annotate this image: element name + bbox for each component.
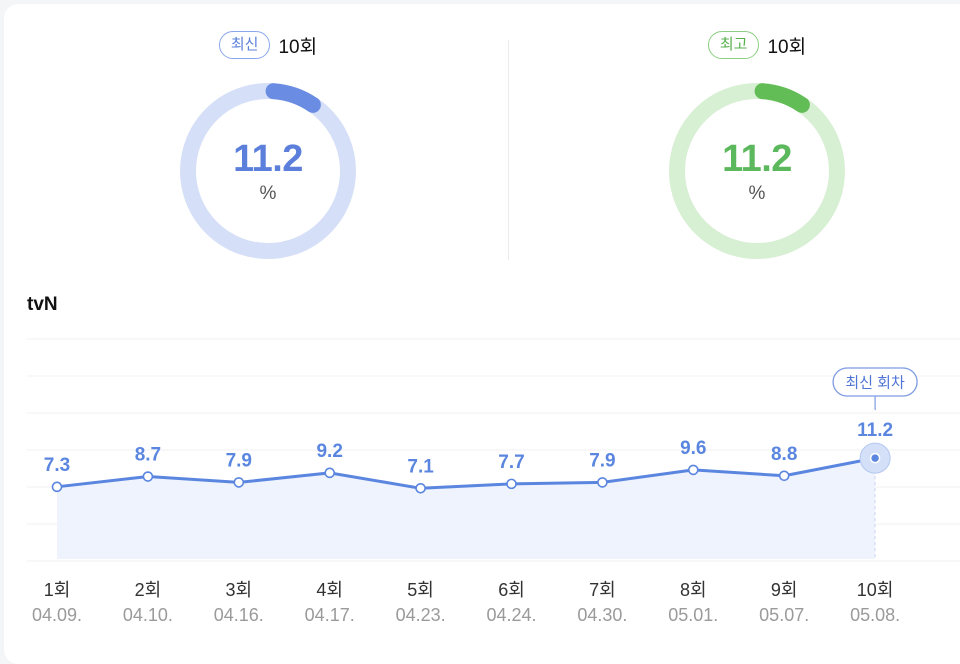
latest-episode-callout: [832, 367, 918, 397]
latest-rating-value: 11.2: [233, 138, 303, 180]
data-point: [597, 477, 608, 488]
best-gauge-arc: [754, 83, 810, 113]
x-tick-date: 04.16.: [214, 605, 264, 625]
best-rating-header: 최고 10회: [637, 30, 877, 60]
latest-badge: 최신: [218, 31, 271, 59]
data-label: 8.7: [135, 445, 161, 466]
x-tick-episode: 3회: [226, 580, 253, 600]
best-rating-value: 11.2: [722, 138, 792, 180]
x-tick-date: 04.10.: [123, 605, 173, 625]
data-point: [415, 482, 426, 494]
data-point: [51, 481, 63, 493]
data-label: 7.3: [44, 455, 70, 476]
x-tick-episode: 5회: [407, 580, 434, 600]
data-point: [778, 470, 790, 482]
data-label: 9.2: [316, 441, 342, 462]
x-tick-episode: 7회: [589, 580, 616, 600]
x-tick-episode: 2회: [135, 580, 162, 600]
panel-divider: [508, 40, 509, 260]
data-point: [142, 471, 154, 482]
best-rating-unit: %: [748, 183, 766, 204]
latest-rating-panel: 최신 10회 11.2 %: [148, 0, 388, 270]
x-tick-date: 04.17.: [305, 605, 355, 625]
x-tick-episode: 1회: [44, 580, 71, 600]
data-label: 11.2: [857, 420, 893, 441]
x-tick-date: 05.08.: [850, 605, 900, 625]
data-point: [869, 452, 881, 464]
x-tick-date: 04.23.: [396, 605, 446, 625]
x-tick-episode: 4회: [316, 580, 343, 600]
latest-episode: 10회: [278, 36, 318, 58]
latest-gauge: [180, 83, 356, 259]
data-point: [233, 477, 245, 488]
x-tick-date: 05.01.: [668, 605, 718, 625]
x-tick-episode: 8회: [680, 580, 707, 600]
series-line: [55, 456, 877, 490]
x-tick-date: 05.07.: [759, 605, 809, 625]
latest-rating-unit: %: [259, 183, 277, 204]
x-tick-episode: 10회: [857, 580, 894, 600]
best-gauge: [669, 83, 845, 259]
data-label: 7.1: [407, 456, 434, 477]
area-fill: [57, 458, 876, 559]
data-point: [687, 464, 699, 476]
x-tick-episode: 9회: [771, 580, 798, 600]
latest-rating-header: 최신 10회: [148, 30, 388, 60]
data-label: 7.9: [589, 450, 615, 471]
channel-label: tvN: [27, 294, 58, 315]
latest-gauge-arc: [265, 83, 321, 113]
data-point: [506, 478, 517, 490]
best-episode: 10회: [767, 36, 807, 58]
data-point: [324, 467, 336, 479]
x-tick-date: 04.09.: [32, 605, 82, 625]
data-label: 8.8: [771, 444, 797, 465]
x-tick-date: 04.30.: [577, 605, 627, 625]
x-tick-episode: 6회: [498, 580, 525, 600]
data-label: 9.6: [680, 438, 706, 459]
x-tick-date: 04.24.: [486, 605, 536, 625]
latest-episode-callout-label: 최신 회차: [845, 375, 905, 392]
best-rating-panel: 최고 10회 11.2 %: [637, 0, 877, 270]
best-badge: 최고: [707, 31, 760, 59]
episode-ratings-chart: 7.3 8.7 7.9 9.2 7.1 7.7 7.9 9.6 8.8 11.2 최신 회차 1회 04…: [27, 338, 960, 625]
data-label: 7.7: [498, 452, 524, 473]
data-label: 7.9: [226, 450, 252, 471]
